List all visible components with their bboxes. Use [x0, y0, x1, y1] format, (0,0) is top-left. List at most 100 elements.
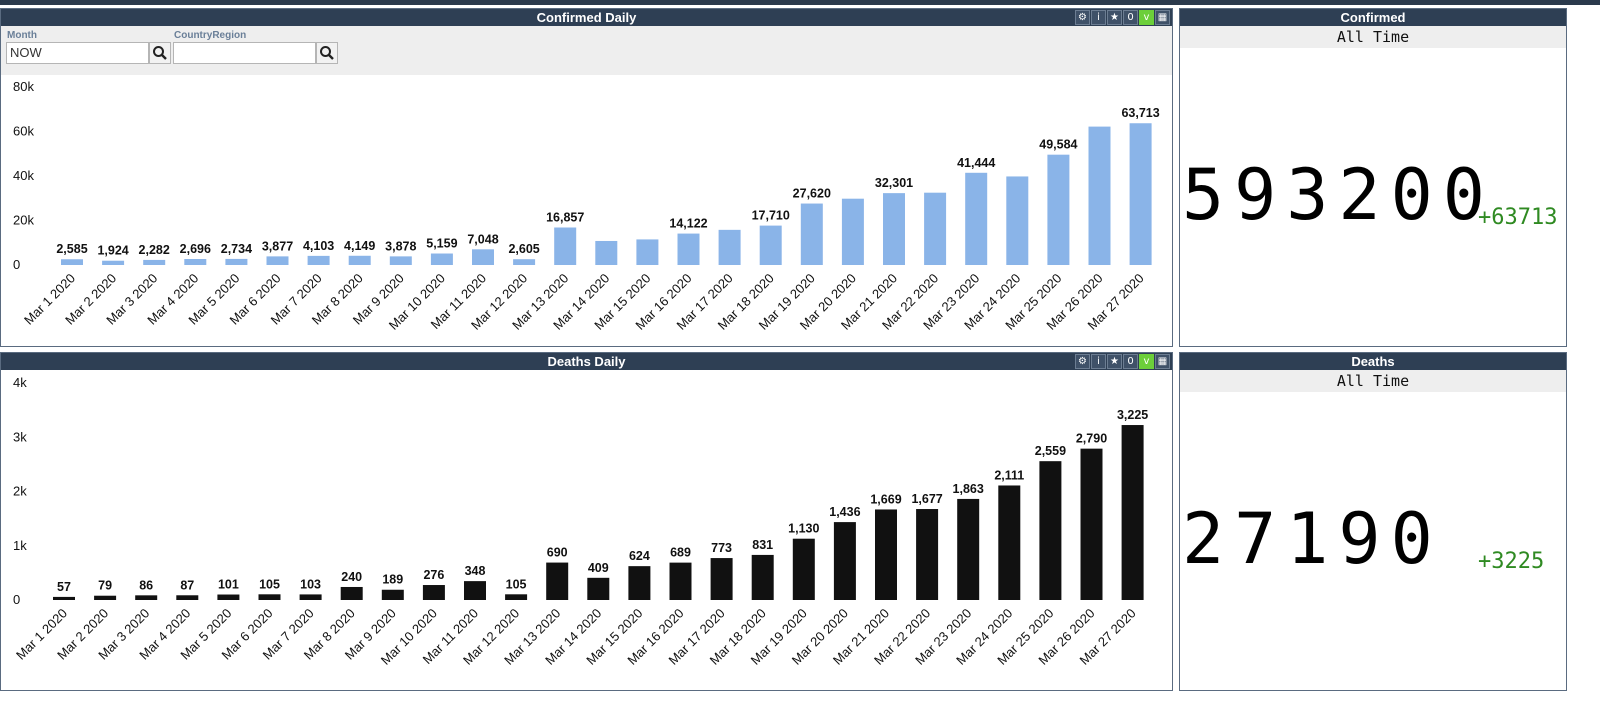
- data-label: 101: [218, 578, 239, 592]
- data-label: 2,696: [180, 242, 211, 256]
- data-label: 17,710: [752, 209, 790, 223]
- y-tick-label: 1k: [13, 538, 27, 553]
- total-value: 593200: [1182, 154, 1495, 236]
- bar: [307, 255, 330, 265]
- data-label: 57: [57, 580, 71, 594]
- y-tick-label: 40k: [13, 168, 34, 183]
- confirmed-total-panel: Confirmed All Time 593200 +63713: [1179, 8, 1567, 347]
- bar: [587, 577, 610, 600]
- bar: [61, 259, 83, 265]
- data-label: 32,301: [875, 176, 913, 190]
- bar: [792, 538, 815, 600]
- data-label: 103: [300, 577, 321, 591]
- y-tick-label: 0: [13, 592, 20, 607]
- month-search-button[interactable]: [149, 42, 171, 64]
- bar: [841, 198, 864, 265]
- star-icon[interactable]: ★: [1107, 10, 1122, 25]
- data-label: 2,585: [56, 242, 87, 256]
- bar: [1047, 154, 1070, 265]
- confirmed-daily-panel: Confirmed Daily ⚙ i ★ 0 v ▦ Month NOW Co…: [0, 8, 1173, 347]
- data-label: 240: [341, 570, 362, 584]
- data-label: 5,159: [426, 237, 457, 251]
- count-badge[interactable]: 0: [1123, 354, 1138, 369]
- data-label: 689: [670, 546, 691, 560]
- month-filter-label: Month: [7, 30, 37, 41]
- bar: [505, 594, 528, 600]
- gear-icon[interactable]: ⚙: [1075, 354, 1090, 369]
- country-search-button[interactable]: [316, 42, 338, 64]
- bar: [924, 192, 947, 265]
- data-label: 3,878: [385, 239, 416, 253]
- info-icon[interactable]: i: [1091, 10, 1106, 25]
- y-tick-label: 80k: [13, 79, 34, 94]
- period-label: All Time: [1180, 370, 1566, 392]
- bar: [595, 240, 618, 265]
- bar: [1129, 123, 1152, 265]
- star-icon[interactable]: ★: [1107, 354, 1122, 369]
- country-filter-label: CountryRegion: [174, 30, 247, 41]
- panel-title: Deaths: [1180, 353, 1566, 370]
- bar: [554, 227, 577, 265]
- filter-bar: Month NOW CountryRegion: [1, 26, 1172, 75]
- bar: [957, 498, 980, 600]
- bar: [669, 562, 692, 600]
- data-label: 41,444: [957, 156, 995, 170]
- data-label: 1,130: [788, 522, 819, 536]
- bar: [102, 260, 125, 265]
- bar: [1039, 461, 1062, 600]
- data-label: 2,734: [221, 242, 252, 256]
- bar: [833, 522, 856, 600]
- data-label: 16,857: [546, 210, 584, 224]
- bar: [546, 562, 569, 600]
- info-icon[interactable]: i: [1091, 354, 1106, 369]
- delta-value: +63713: [1478, 205, 1558, 230]
- data-label: 189: [382, 573, 403, 587]
- bar: [710, 558, 733, 600]
- panel-title: Confirmed Daily: [1, 9, 1172, 26]
- data-label: 3,877: [262, 239, 293, 253]
- bar: [53, 596, 75, 600]
- data-label: 1,863: [953, 482, 984, 496]
- bar: [464, 581, 486, 600]
- data-label: 27,620: [793, 187, 831, 201]
- deaths-total-panel: Deaths All Time 27190 +3225: [1179, 352, 1567, 691]
- bar: [176, 595, 199, 600]
- bar: [225, 258, 248, 265]
- month-filter-input[interactable]: NOW: [6, 42, 149, 64]
- data-label: 105: [259, 577, 280, 591]
- bar: [1121, 425, 1144, 600]
- y-tick-label: 20k: [13, 213, 34, 228]
- bar: [883, 193, 905, 265]
- data-label: 2,111: [994, 468, 1024, 482]
- data-label: 1,677: [911, 492, 942, 506]
- country-filter-input[interactable]: [173, 42, 316, 64]
- search-icon: [153, 46, 167, 60]
- version-toggle[interactable]: v: [1139, 10, 1154, 25]
- bar: [513, 259, 536, 265]
- data-label: 624: [629, 549, 650, 563]
- bar: [389, 256, 412, 265]
- gear-icon[interactable]: ⚙: [1075, 10, 1090, 25]
- bar: [266, 256, 289, 265]
- data-label: 105: [506, 577, 527, 591]
- bar: [718, 229, 741, 265]
- version-toggle[interactable]: v: [1139, 354, 1154, 369]
- table-icon[interactable]: ▦: [1155, 10, 1170, 25]
- bar: [965, 172, 988, 265]
- panel-title: Deaths Daily: [1, 353, 1172, 370]
- count-badge[interactable]: 0: [1123, 10, 1138, 25]
- data-label: 690: [547, 546, 568, 560]
- bar: [759, 225, 782, 265]
- y-tick-label: 3k: [13, 429, 27, 444]
- bar: [1088, 126, 1111, 265]
- bar: [430, 253, 453, 265]
- y-tick-label: 2k: [13, 484, 27, 499]
- panel-toolbar: ⚙ i ★ 0 v ▦: [1075, 10, 1170, 25]
- bar: [217, 594, 240, 600]
- table-icon[interactable]: ▦: [1155, 354, 1170, 369]
- deaths-daily-panel: Deaths Daily ⚙ i ★ 0 v ▦ 0 1k 2k 3k 4k 57 Mar …: [0, 352, 1173, 691]
- data-label: 4,103: [303, 239, 334, 253]
- data-label: 1,669: [870, 492, 901, 506]
